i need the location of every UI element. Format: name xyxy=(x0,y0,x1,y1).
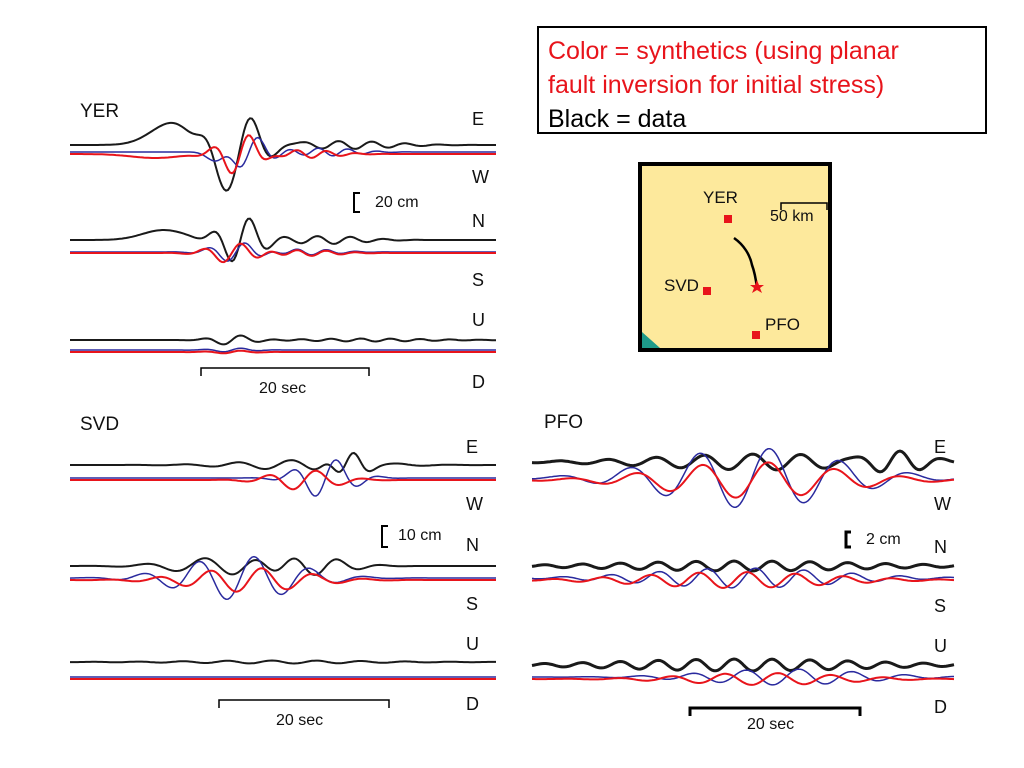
svd-ew-data xyxy=(70,451,496,473)
yer-ud-synthetic-blue xyxy=(70,347,496,353)
pfo-component-s: S xyxy=(934,596,947,616)
yer-time-scale-label: 20 sec xyxy=(259,380,307,397)
legend-data-line: Black = data xyxy=(548,105,687,133)
yer-ns-synthetic-red xyxy=(70,242,496,264)
svd-amplitude-scale-bar xyxy=(381,525,388,548)
svd-component-n: N xyxy=(466,535,479,555)
pfo-ns-data xyxy=(531,559,955,573)
yer-ew-synthetic-red xyxy=(70,134,496,175)
yer-time-scale-bar xyxy=(200,367,370,376)
map-label-svd: SVD xyxy=(664,276,699,295)
yer-component-d: D xyxy=(472,372,485,392)
pfo-amplitude-scale-label: 2 cm xyxy=(866,531,901,548)
pfo-component-e: E xyxy=(934,437,947,457)
svd-amplitude-scale-label: 10 cm xyxy=(398,527,442,544)
pfo-ew-synthetic-red xyxy=(531,461,955,499)
pfo-ud-synthetic-blue xyxy=(532,668,954,686)
pfo-amplitude-scale-bar xyxy=(844,530,851,549)
map-scale-bar xyxy=(780,202,828,210)
svd-ns-synthetic-blue xyxy=(69,555,496,600)
pfo-ud-synthetic-red xyxy=(532,672,955,686)
svd-component-u: U xyxy=(466,634,479,654)
location-map xyxy=(638,162,832,352)
yer-component-e: E xyxy=(472,109,485,129)
yer-ud-synthetic-red xyxy=(70,349,496,355)
yer-station-marker xyxy=(724,215,732,223)
pfo-component-d: D xyxy=(934,697,947,717)
svd-station-marker xyxy=(703,287,711,295)
svd-ew-synthetic-blue xyxy=(70,459,496,497)
pfo-ns-synthetic-red xyxy=(531,571,955,589)
svd-ew-synthetic-red xyxy=(70,469,496,491)
map-label-pfo: PFO xyxy=(765,315,800,334)
yer-station-title: YER xyxy=(80,101,120,122)
yer-component-u: U xyxy=(472,310,485,330)
yer-amplitude-scale-bar xyxy=(353,192,360,213)
pfo-ew-data xyxy=(531,449,955,474)
yer-component-s: S xyxy=(472,270,485,290)
svd-component-e: E xyxy=(466,437,479,457)
yer-ns-data xyxy=(70,217,496,263)
epicenter-star xyxy=(750,280,764,293)
svd-component-d: D xyxy=(466,694,479,714)
svd-time-scale-label: 20 sec xyxy=(276,712,324,729)
pfo-component-w: W xyxy=(934,494,951,514)
svd-station-title: SVD xyxy=(80,414,120,435)
svd-time-scale-bar xyxy=(218,699,390,708)
yer-ew-data xyxy=(70,117,496,192)
pfo-station-marker xyxy=(752,331,760,339)
legend-synthetics-line1: Color = synthetics (using planar xyxy=(548,37,899,65)
pfo-time-scale-bar xyxy=(688,706,862,716)
yer-ew-synthetic-blue xyxy=(70,136,496,168)
svd-ud-data xyxy=(70,659,496,665)
map-label-yer: YER xyxy=(703,188,738,207)
svd-component-w: W xyxy=(466,494,483,514)
pfo-station-title: PFO xyxy=(544,412,584,433)
svd-ns-synthetic-red xyxy=(70,567,496,593)
svd-component-s: S xyxy=(466,594,479,614)
pfo-component-n: N xyxy=(934,537,947,557)
pfo-time-scale-label: 20 sec xyxy=(747,716,795,733)
yer-component-n: N xyxy=(472,211,485,231)
yer-ud-data xyxy=(70,334,496,346)
yer-component-w: W xyxy=(472,167,489,187)
traces-group xyxy=(69,117,955,686)
svd-ns-data xyxy=(70,557,496,576)
yer-amplitude-scale-label: 20 cm xyxy=(375,194,419,211)
pfo-component-u: U xyxy=(934,636,947,656)
legend-synthetics-line2: fault inversion for initial stress) xyxy=(548,71,885,99)
map-scale-label: 50 km xyxy=(770,208,814,225)
fault-rupture-line xyxy=(733,236,759,289)
pfo-ud-data xyxy=(531,657,955,673)
legend-box: Color = synthetics (using planar fault i… xyxy=(537,26,987,134)
